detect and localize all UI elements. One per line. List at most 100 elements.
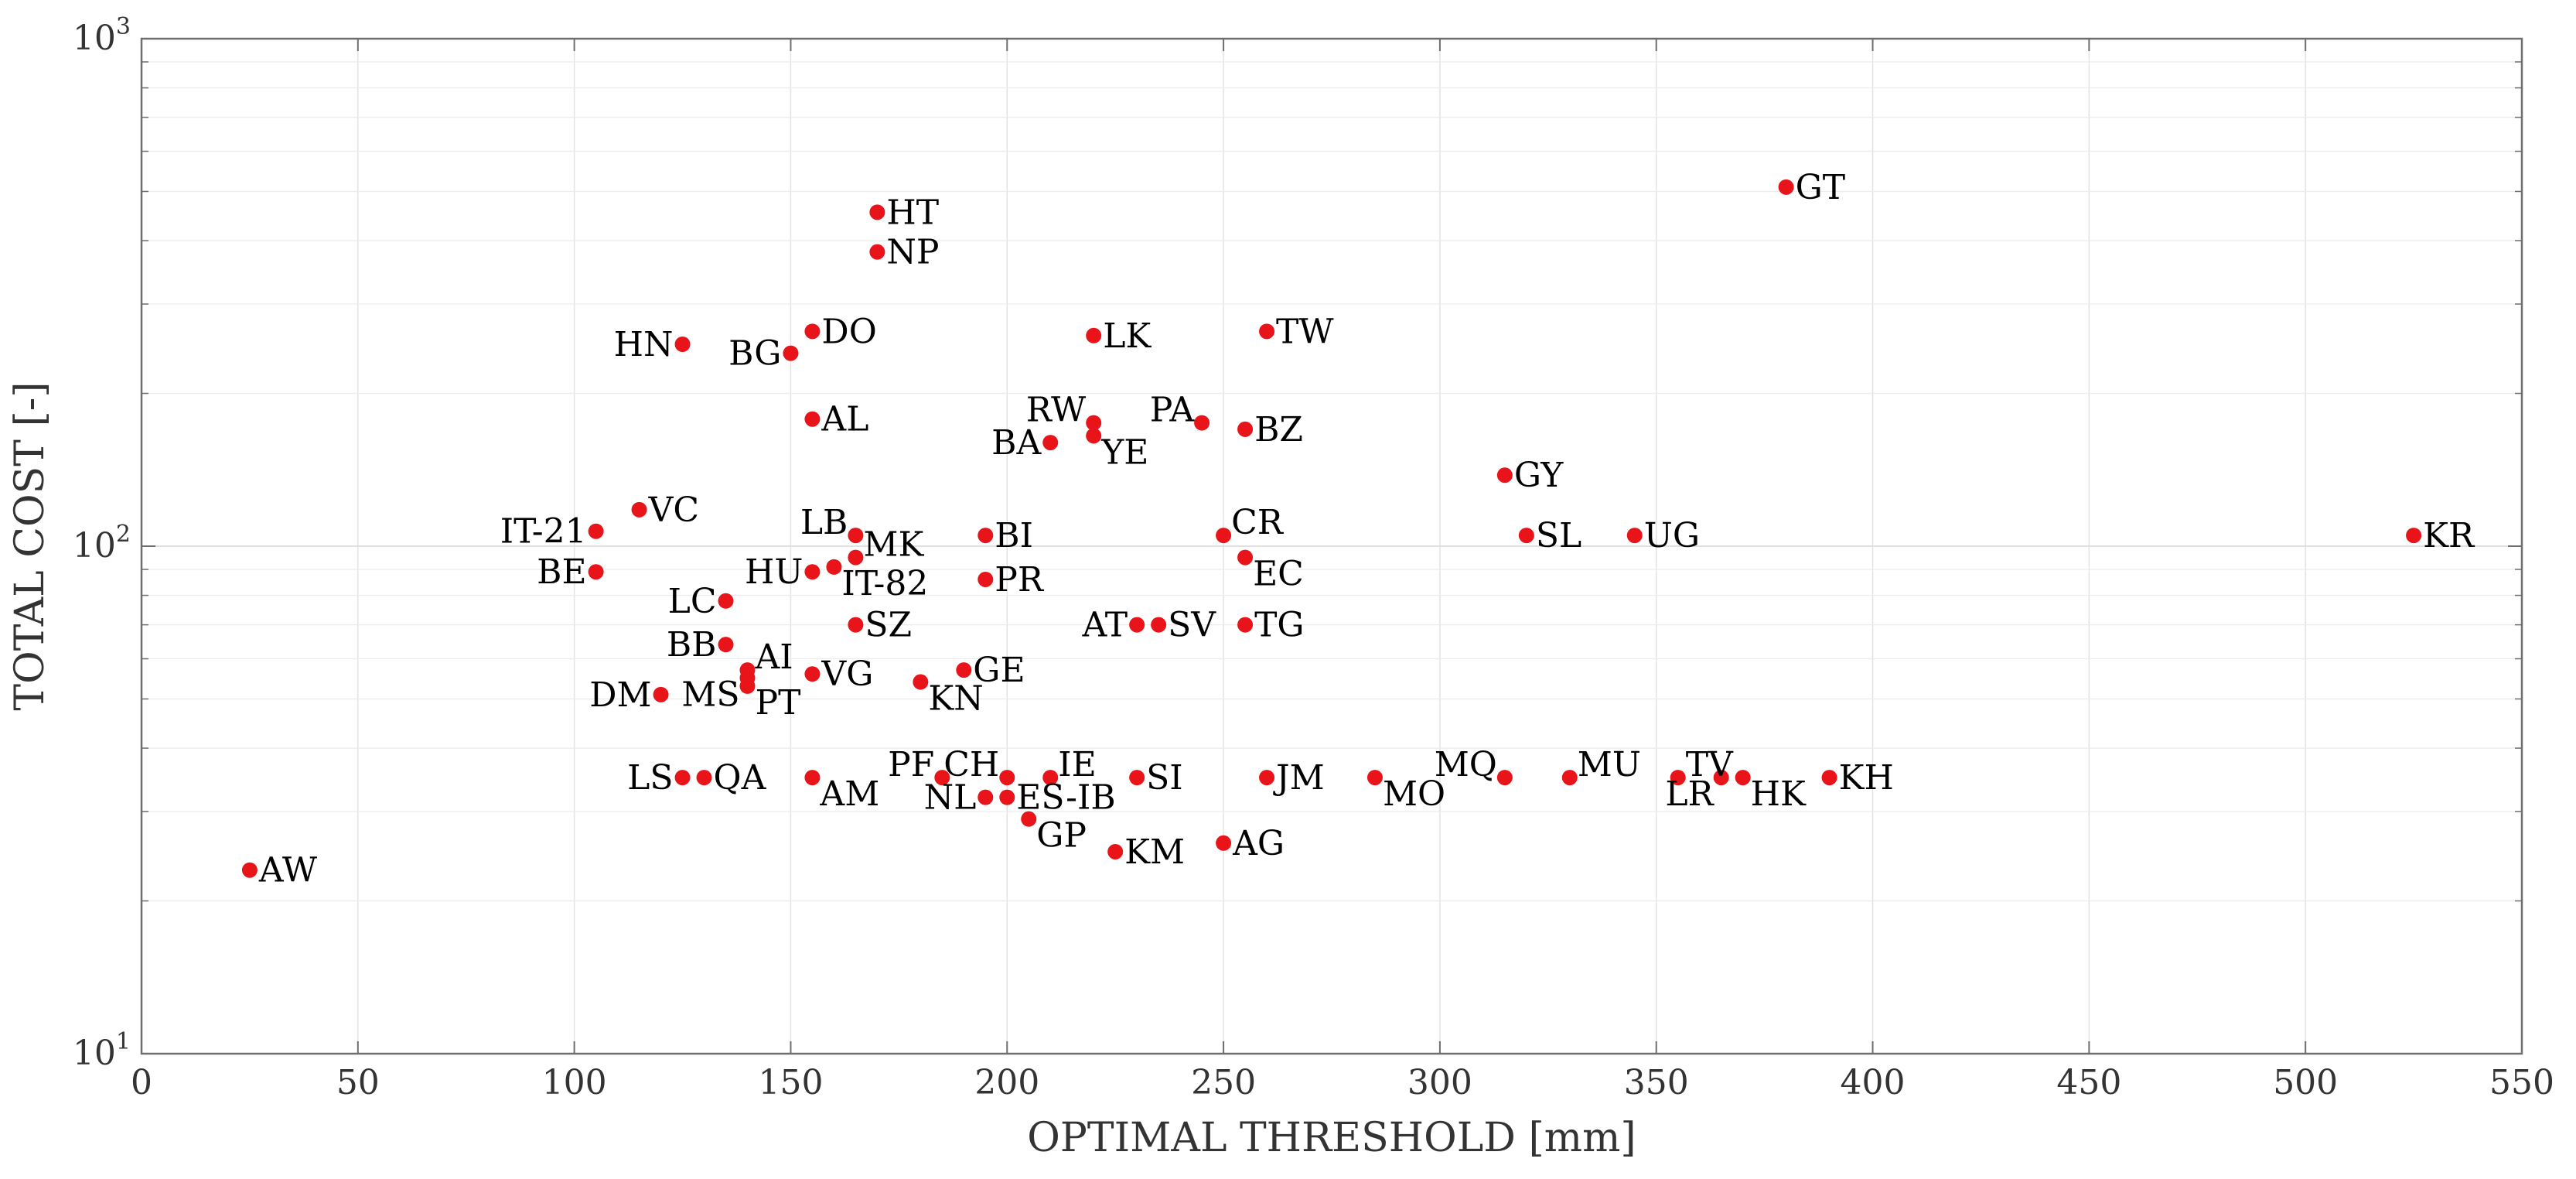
- data-point-kn: [913, 674, 929, 690]
- data-label-bz: BZ: [1254, 410, 1303, 449]
- data-label-qa: QA: [714, 758, 767, 798]
- y-axis-title: TOTAL COST [-]: [7, 381, 53, 710]
- data-point-al: [804, 411, 821, 427]
- data-point-pf: [934, 770, 950, 786]
- data-point-mk: [848, 549, 864, 566]
- data-label-nl: NL: [924, 778, 977, 818]
- data-label-lr: LR: [1665, 774, 1714, 814]
- data-label-cr: CR: [1231, 503, 1285, 542]
- data-point-dm: [653, 686, 669, 702]
- data-label-it-21: IT-21: [500, 512, 587, 552]
- data-label-hu: HU: [745, 552, 803, 592]
- data-point-it-82: [826, 559, 842, 575]
- data-point-bz: [1237, 421, 1254, 437]
- data-label-km: KM: [1124, 832, 1185, 872]
- data-label-it-82: IT-82: [841, 564, 928, 603]
- x-tick-label: 50: [336, 1063, 380, 1102]
- data-point-kh: [1821, 770, 1837, 786]
- data-point-hn: [674, 336, 691, 352]
- data-point-hk: [1735, 770, 1751, 786]
- data-label-vc: VC: [648, 490, 699, 530]
- data-point-ht: [869, 204, 885, 220]
- data-label-gt: GT: [1796, 168, 1846, 207]
- data-point-tg: [1237, 617, 1254, 633]
- data-label-tv: TV: [1686, 745, 1734, 784]
- data-point-aw: [241, 862, 258, 878]
- data-label-hn: HN: [614, 325, 674, 364]
- x-tick-label: 0: [131, 1063, 152, 1102]
- data-label-kr: KR: [2423, 516, 2475, 555]
- data-point-pr: [978, 571, 994, 587]
- data-point-rw: [1086, 415, 1102, 431]
- data-label-tg: TG: [1254, 606, 1305, 645]
- y-tick-label: 103: [73, 13, 131, 58]
- data-label-pt: PT: [755, 683, 800, 723]
- y-tick-label: 101: [73, 1028, 131, 1073]
- data-label-mo: MO: [1383, 774, 1445, 814]
- data-point-lr: [1713, 770, 1729, 786]
- data-label-es-ib: ES-IB: [1016, 778, 1115, 818]
- grid: [142, 39, 2522, 1054]
- data-point-km: [1107, 843, 1124, 859]
- data-point-be: [588, 564, 604, 580]
- data-point-lb: [848, 528, 864, 544]
- data-label-ge: GE: [973, 651, 1025, 690]
- data-point-sz: [848, 617, 864, 633]
- y-axis-ticks: 101 102 103: [73, 13, 2522, 1073]
- data-point-tw: [1259, 323, 1275, 340]
- data-point-ba: [1042, 435, 1059, 451]
- data-label-be: BE: [537, 552, 586, 592]
- data-label-ec: EC: [1253, 555, 1304, 594]
- y-tick-label: 102: [73, 521, 131, 566]
- data-label-hk: HK: [1751, 774, 1807, 814]
- data-point-pt: [739, 678, 756, 694]
- data-label-ie: IE: [1058, 745, 1097, 784]
- data-label-sl: SL: [1536, 516, 1581, 555]
- data-point-sv: [1151, 617, 1167, 633]
- data-label-ba: BA: [991, 423, 1042, 463]
- data-label-lk: LK: [1103, 316, 1152, 356]
- data-point-ug: [1626, 528, 1643, 544]
- data-label-sz: SZ: [865, 606, 912, 645]
- data-point-mq: [1496, 770, 1513, 786]
- data-label-aw: AW: [258, 851, 318, 890]
- data-label-al: AL: [821, 400, 868, 439]
- data-label-jm: JM: [1273, 758, 1325, 798]
- x-tick-label: 400: [1841, 1063, 1906, 1102]
- data-point-mo: [1366, 770, 1383, 786]
- data-label-pa: PA: [1150, 391, 1196, 430]
- data-label-pf: PF: [888, 745, 934, 784]
- data-point-bi: [978, 528, 994, 544]
- x-axis-title: OPTIMAL THRESHOLD [mm]: [1027, 1115, 1636, 1161]
- data-label-gy: GY: [1514, 456, 1564, 495]
- x-tick-label: 200: [974, 1063, 1039, 1102]
- data-point-qa: [696, 770, 712, 786]
- data-label-ls: LS: [627, 758, 673, 798]
- data-point-cr: [1216, 528, 1232, 544]
- data-point-pa: [1194, 415, 1210, 431]
- x-tick-label: 150: [758, 1063, 823, 1102]
- data-label-ye: YE: [1100, 432, 1148, 472]
- data-label-ai: AI: [754, 637, 793, 677]
- data-label-si: SI: [1146, 758, 1183, 798]
- data-point-nl: [978, 789, 994, 805]
- x-tick-label: 250: [1191, 1063, 1256, 1102]
- data-label-kh: KH: [1839, 758, 1894, 798]
- data-label-bb: BB: [667, 625, 717, 665]
- x-tick-label: 550: [2489, 1063, 2554, 1102]
- data-point-at: [1129, 617, 1145, 633]
- data-point-es-ib: [999, 789, 1015, 805]
- data-label-rw: RW: [1026, 391, 1087, 430]
- data-label-gp: GP: [1036, 816, 1087, 856]
- data-label-bi: BI: [995, 516, 1033, 555]
- data-label-tw: TW: [1276, 312, 1334, 351]
- data-label-ms: MS: [681, 675, 739, 714]
- data-point-lc: [718, 593, 734, 609]
- data-point-do: [804, 323, 821, 340]
- data-point-vg: [804, 666, 821, 682]
- data-point-hu: [804, 564, 821, 580]
- data-label-pr: PR: [995, 560, 1045, 600]
- data-point-it-21: [588, 523, 604, 539]
- data-point-np: [869, 244, 885, 260]
